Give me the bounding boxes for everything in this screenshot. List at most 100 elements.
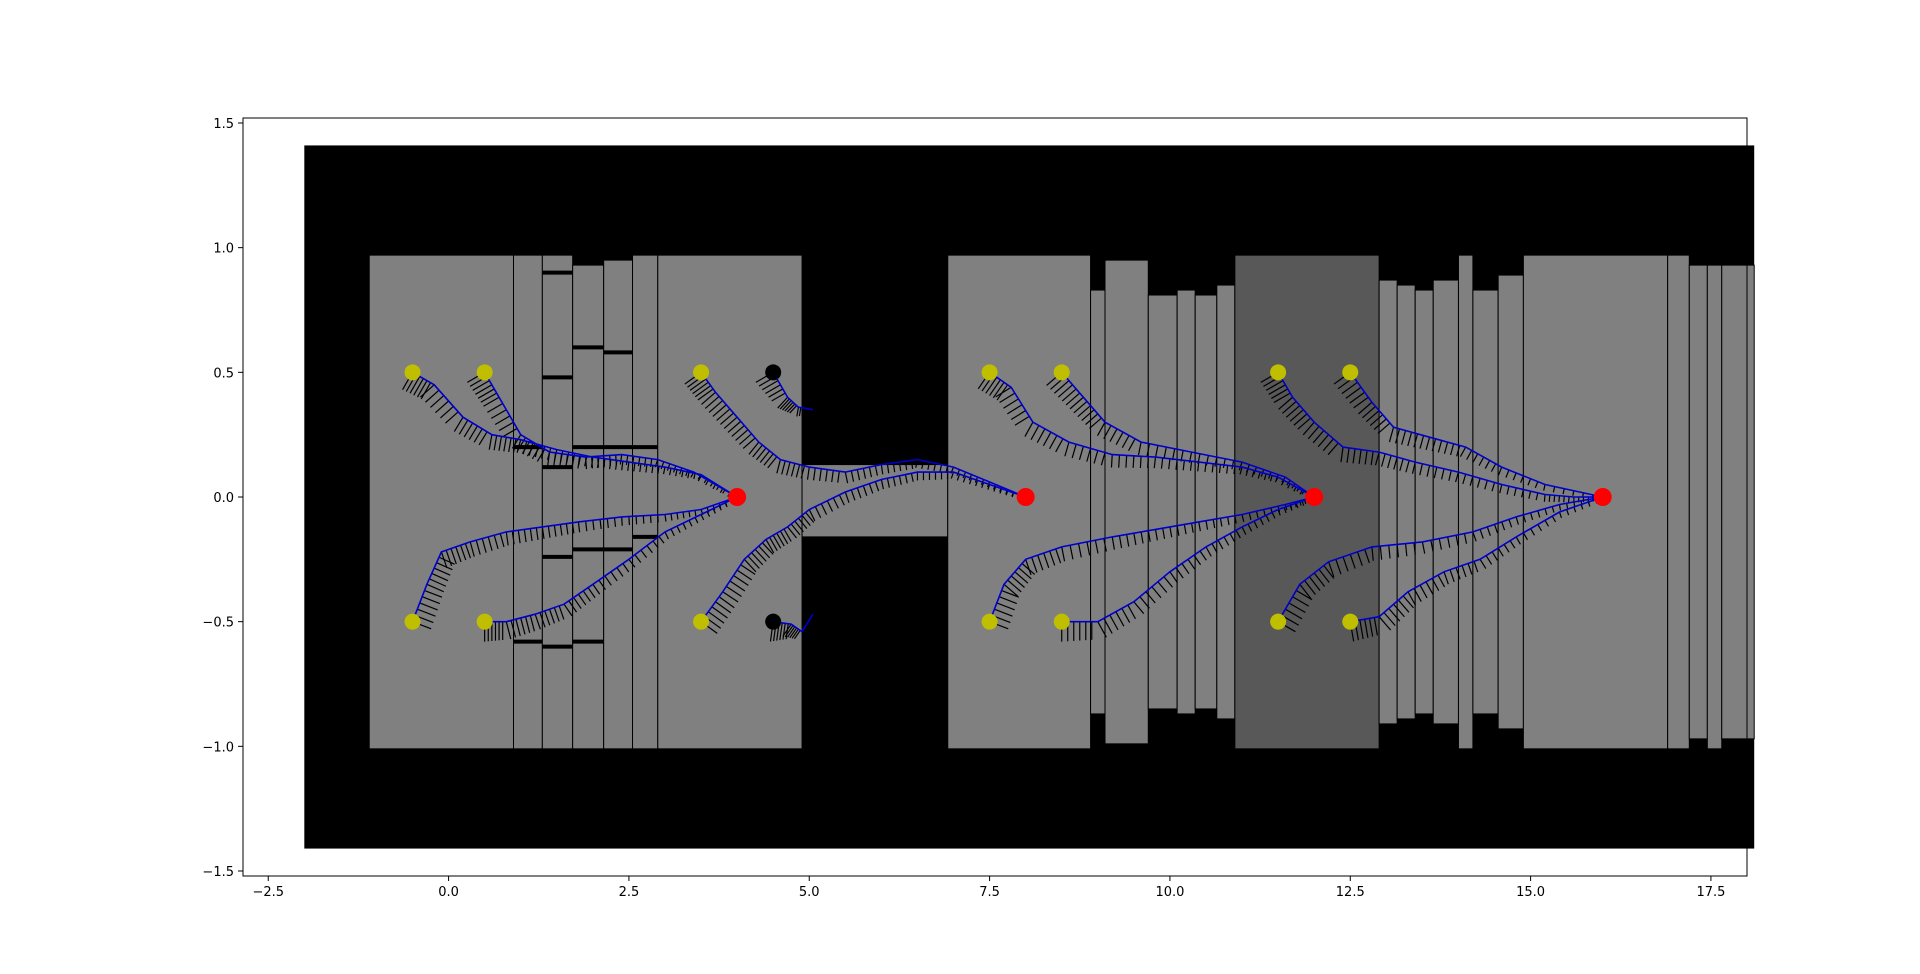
heading-mark-3 xyxy=(1057,384,1073,398)
heading-mark-27 xyxy=(1497,547,1504,557)
region-18 xyxy=(1414,289,1434,715)
heading-mark-3 xyxy=(475,384,493,395)
heading-mark-36 xyxy=(1455,471,1460,483)
heading-mark-23 xyxy=(1370,451,1374,466)
heading-mark-37 xyxy=(585,521,588,532)
heading-mark-51 xyxy=(682,511,685,519)
heading-mark-32 xyxy=(1486,526,1491,536)
heading-mark-35 xyxy=(1534,481,1539,489)
heading-mark-52 xyxy=(688,511,691,518)
heading-mark-38 xyxy=(1211,463,1214,473)
heading-mark-41 xyxy=(613,517,617,527)
heading-mark-24 xyxy=(1421,541,1426,554)
heading-mark-21 xyxy=(1086,448,1092,462)
heading-mark-17 xyxy=(1327,442,1339,456)
heading-mark-4 xyxy=(715,601,732,614)
heading-mark-46 xyxy=(904,461,908,471)
heading-mark-3 xyxy=(779,622,783,641)
heading-mark-2 xyxy=(409,376,421,394)
heading-mark-26 xyxy=(1472,453,1479,463)
heading-mark-36 xyxy=(1558,511,1563,519)
heading-mark-11 xyxy=(720,412,734,425)
heading-mark-16 xyxy=(1322,438,1334,452)
heading-mark-36 xyxy=(664,531,670,540)
heading-mark-16 xyxy=(1157,581,1168,593)
trajectory-8 xyxy=(989,371,1315,498)
heading-mark-32 xyxy=(640,549,648,558)
heading-mark-17 xyxy=(1364,549,1370,564)
heading-mark-28 xyxy=(801,514,811,526)
heading-mark-19 xyxy=(568,600,578,613)
heading-mark-15 xyxy=(468,425,478,440)
heading-mark-36 xyxy=(577,521,581,533)
heading-mark-37 xyxy=(1204,462,1207,472)
heading-mark-41 xyxy=(874,465,879,476)
heading-mark-39 xyxy=(682,522,687,530)
heading-mark-16 xyxy=(1413,433,1419,448)
heading-mark-41 xyxy=(874,481,880,492)
heading-mark-30 xyxy=(808,509,816,522)
heading-mark-43 xyxy=(886,478,890,488)
heading-mark-9 xyxy=(433,567,451,576)
heading-mark-15 xyxy=(803,408,807,416)
heading-mark-21 xyxy=(1187,558,1196,570)
heading-mark-53 xyxy=(694,510,697,517)
heading-mark-25 xyxy=(1211,543,1218,554)
heading-mark-29 xyxy=(1490,463,1497,472)
heading-mark-40 xyxy=(606,518,609,528)
heading-mark-26 xyxy=(1387,455,1392,469)
heading-mark-35 xyxy=(1190,523,1194,533)
heading-mark-16 xyxy=(758,545,771,559)
heading-mark-14 xyxy=(1145,591,1156,604)
heading-mark-4 xyxy=(1368,618,1374,637)
region-11 xyxy=(1147,294,1178,710)
heading-mark-27 xyxy=(1223,536,1230,546)
heading-mark-23 xyxy=(767,456,778,469)
heading-mark-14 xyxy=(1419,584,1428,599)
heading-mark-37 xyxy=(1283,507,1287,514)
x-tick-label-1: 0.0 xyxy=(438,885,459,900)
heading-mark-46 xyxy=(904,474,908,484)
region-27 xyxy=(1721,264,1755,740)
y-tick-label-3: 0.0 xyxy=(213,491,234,506)
trajectory-6 xyxy=(700,471,1026,623)
heading-mark-40 xyxy=(1227,516,1230,526)
heading-mark-18 xyxy=(488,434,493,450)
heading-mark-53 xyxy=(693,473,696,480)
heading-marks-2 xyxy=(412,498,734,630)
heading-mark-28 xyxy=(616,567,624,577)
heading-mark-3 xyxy=(413,378,424,396)
heading-mark-2 xyxy=(1054,380,1070,394)
heading-mark-37 xyxy=(660,461,665,470)
heading-mark-21 xyxy=(1396,544,1400,558)
heading-mark-11 xyxy=(502,427,518,438)
heading-mark-39 xyxy=(599,519,602,530)
region-13 xyxy=(1194,294,1218,710)
heading-mark-28 xyxy=(795,464,801,478)
heading-mark-12 xyxy=(511,434,522,449)
heading-mark-11 xyxy=(1089,417,1102,429)
heading-mark-22 xyxy=(1193,554,1202,566)
heading-mark-36 xyxy=(844,471,849,484)
heading-mark-9 xyxy=(1369,414,1384,427)
region-14 xyxy=(1216,284,1236,720)
heading-mark-45 xyxy=(898,475,902,485)
heading-mark-3 xyxy=(419,602,438,611)
goal-point-1 xyxy=(1016,488,1035,506)
heading-mark-18 xyxy=(1340,447,1344,463)
heading-mark-9 xyxy=(1393,603,1405,618)
heading-mark-33 xyxy=(825,469,828,482)
heading-mark-34 xyxy=(1440,468,1445,480)
heading-mark-16 xyxy=(1431,578,1440,591)
heading-mark-37 xyxy=(1566,509,1570,516)
heading-mark-39 xyxy=(1572,490,1575,496)
heading-mark-22 xyxy=(763,453,774,466)
heading-mark-10 xyxy=(1373,418,1387,430)
start-point-12 xyxy=(1270,364,1287,381)
heading-mark-41 xyxy=(1491,482,1496,492)
trajectory-1 xyxy=(483,371,738,498)
heading-mark-18 xyxy=(469,541,475,557)
heading-mark-44 xyxy=(712,508,716,514)
heading-mark-20 xyxy=(1437,440,1443,453)
